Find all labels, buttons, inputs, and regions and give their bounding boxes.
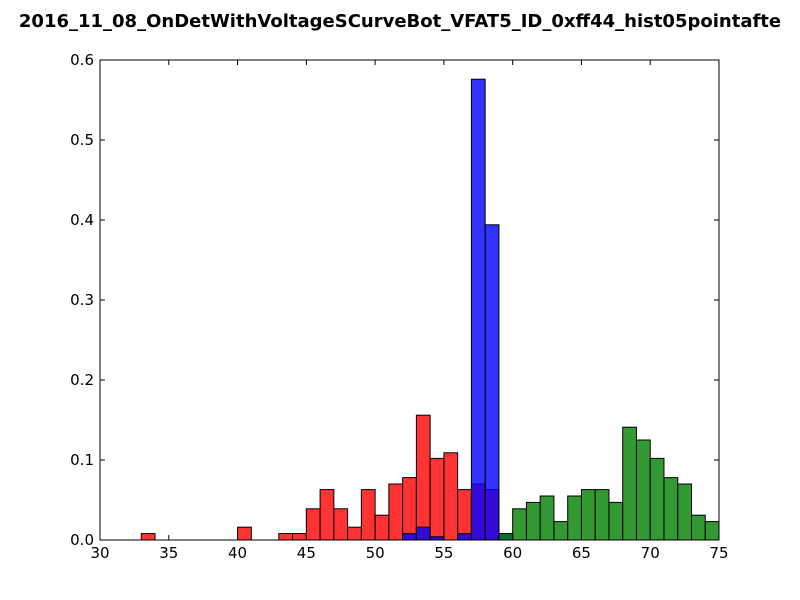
histogram-bar-red — [402, 477, 417, 541]
y-tick-label: 0.3 — [70, 291, 94, 309]
histogram-bar-green — [539, 495, 555, 541]
histogram-bar-green — [594, 489, 610, 541]
histogram-bar-green — [663, 477, 679, 541]
histogram-bar-blue — [470, 78, 486, 541]
x-tick-label: 55 — [434, 544, 453, 562]
y-tick-label: 0.4 — [70, 211, 94, 229]
histogram-bar-red — [429, 457, 445, 541]
histogram-bar-blue — [484, 224, 500, 541]
histogram-bar-green — [622, 426, 637, 541]
x-tick-label: 60 — [503, 544, 522, 562]
histogram-bar-red — [319, 489, 335, 541]
histogram-bar-red — [333, 508, 349, 541]
plot-area-frame — [99, 59, 720, 541]
histogram-bar-green — [580, 489, 596, 541]
y-tick-label: 0.6 — [70, 51, 94, 69]
y-tick-label: 0.0 — [70, 531, 94, 549]
y-tick-label: 0.1 — [70, 451, 94, 469]
histogram-bar-red — [237, 526, 252, 541]
bars-layer — [140, 78, 720, 541]
histogram-bar-blue — [402, 533, 417, 541]
y-tick-label: 0.2 — [70, 371, 94, 389]
histogram-bar-green — [677, 483, 692, 541]
x-tick-label: 75 — [709, 544, 728, 562]
histogram-bar-green — [608, 501, 624, 541]
histogram-bar-blue — [415, 526, 431, 541]
histogram-bar-red — [292, 533, 307, 541]
x-tick-label: 40 — [228, 544, 247, 562]
histogram-bar-green — [512, 508, 527, 541]
histogram-bar-green — [704, 521, 720, 541]
histogram-bar-red — [457, 489, 472, 541]
x-tick-label: 30 — [90, 544, 109, 562]
histogram-bar-red — [278, 533, 294, 541]
histogram-bar-red — [388, 483, 404, 541]
histogram-bar-red — [374, 514, 390, 541]
x-tick-label: 35 — [159, 544, 178, 562]
x-tick-label: 70 — [641, 544, 660, 562]
histogram-bar-red — [347, 526, 362, 541]
histogram-bar-red — [305, 508, 321, 541]
histogram-bar-red — [360, 489, 376, 541]
histogram-bar-green — [525, 501, 541, 541]
x-tick-label: 65 — [572, 544, 591, 562]
histogram-bar-green — [635, 439, 651, 541]
histogram-bar-red — [415, 414, 431, 541]
histogram-bar-blue — [457, 533, 472, 541]
histogram-bar-green — [649, 457, 665, 541]
ticks-layer: 30 35 40 45 50 55 60 65 70 75 0.0 0.1 0.2 0.3 0.4 0.5 0.… — [70, 51, 728, 562]
histogram-bar-red — [140, 533, 156, 541]
y-tick-label: 0.5 — [70, 131, 94, 149]
x-tick-label: 45 — [297, 544, 316, 562]
chart-title: 2016_11_08_OnDetWithVoltageSCurveBot_VFA… — [19, 11, 781, 32]
histogram-bar-green — [498, 533, 514, 541]
x-tick-label: 50 — [366, 544, 385, 562]
histogram-bar-green — [553, 521, 569, 541]
histogram-bar-green — [690, 514, 706, 541]
histogram-bar-green — [567, 495, 582, 541]
histogram-bar-red — [443, 452, 459, 541]
